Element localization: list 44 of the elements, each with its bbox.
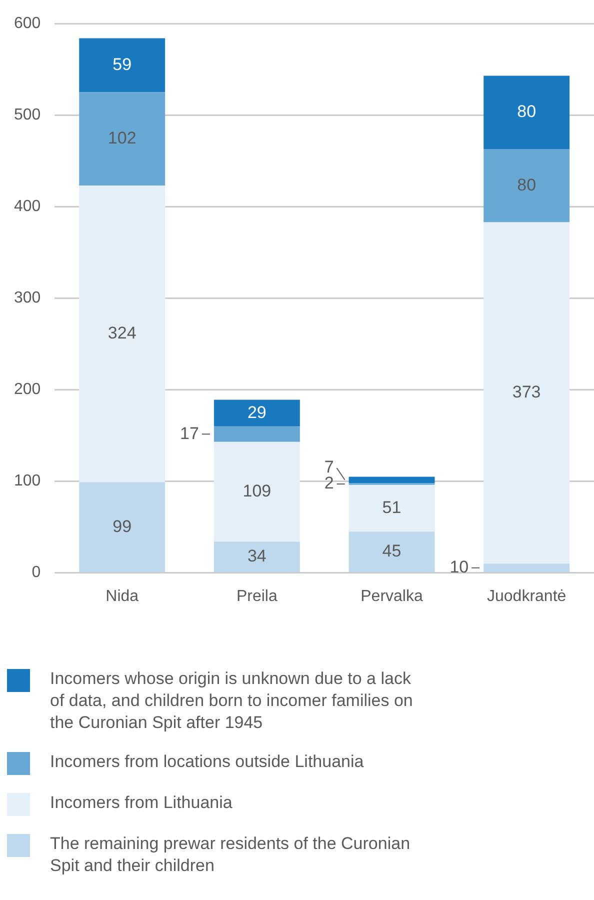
y-tick-label: 0: [32, 564, 41, 582]
y-tick-label: 600: [14, 15, 41, 32]
data-label: 102: [108, 128, 136, 148]
bar: [484, 564, 570, 572]
data-label: 51: [382, 498, 402, 517]
y-tick-label: 400: [14, 198, 41, 216]
bar: [348, 476, 435, 484]
bar: [348, 532, 435, 572]
x-tick-label: Pervalka: [360, 588, 423, 605]
data-label: 59: [112, 54, 132, 74]
data-label: 324: [108, 324, 136, 343]
bar: [214, 542, 300, 572]
y-tick-label: 500: [14, 106, 41, 124]
bar: [214, 400, 300, 426]
legend-label: Incomers from Lithuania: [50, 792, 232, 814]
bar: [214, 442, 300, 542]
data-label: 80: [517, 102, 536, 122]
y-tick-label: 200: [14, 381, 41, 398]
bar: [484, 149, 570, 222]
bar: [79, 482, 166, 572]
bar: [348, 484, 435, 532]
x-tick-label: Juodkrantė: [487, 588, 566, 605]
data-label: 29: [247, 402, 266, 422]
data-label: 45: [382, 542, 402, 561]
y-tick-label: 300: [14, 290, 41, 307]
data-label: 99: [112, 516, 132, 536]
bar: [214, 426, 300, 442]
bar: [79, 186, 166, 482]
bar: [484, 222, 570, 564]
y-tick-label: 100: [14, 472, 41, 490]
bar: [79, 92, 166, 186]
bar: [79, 38, 166, 92]
x-tick-label: Nida: [106, 588, 139, 605]
legend-label: Incomers whose origin is unknown due to a lack of data, and children born to incomer families on the Curonian Spit after 1945: [50, 668, 414, 734]
data-label: 109: [242, 481, 272, 500]
legend-label: The remaining prewar residents of the Curonian Spit and their children: [50, 833, 412, 877]
data-label: 17: [180, 424, 199, 443]
data-label: 373: [512, 382, 541, 402]
data-label: 80: [517, 175, 536, 194]
bar: [484, 76, 570, 149]
data-label: 10: [450, 558, 469, 577]
data-label: 34: [247, 546, 266, 566]
x-tick-label: Preila: [236, 588, 278, 605]
legend-label: Incomers from locations outside Lithuania: [50, 751, 364, 773]
